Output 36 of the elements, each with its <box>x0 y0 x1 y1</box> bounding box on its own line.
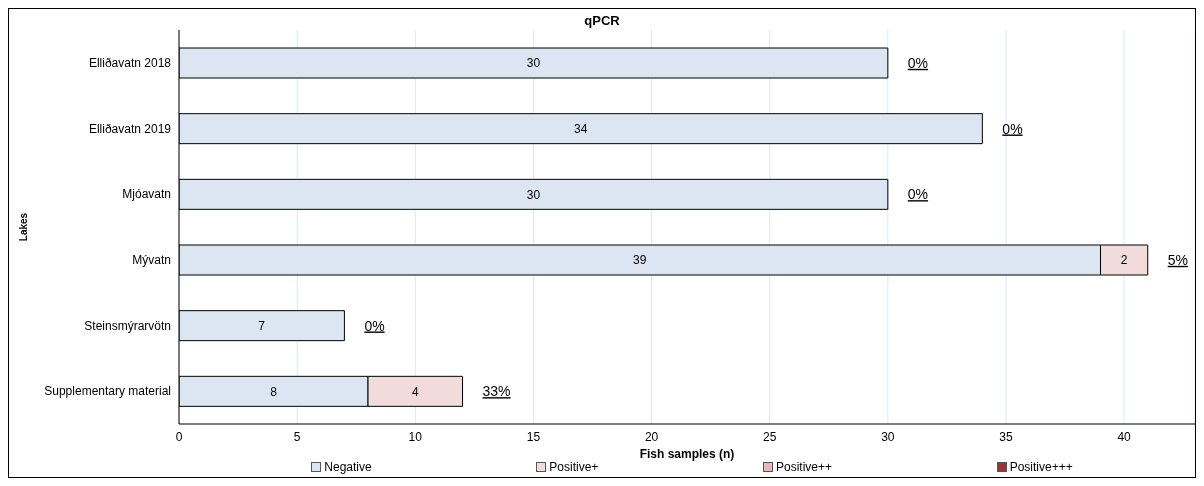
data-label: 30 <box>526 56 541 71</box>
data-label: 39 <box>633 253 647 268</box>
annotation: 0% <box>907 186 929 203</box>
data-label: 34 <box>573 121 588 136</box>
y-tick-label: Steinsmýrarvötn <box>84 318 171 333</box>
y-tick-label: Supplementary material <box>44 384 171 399</box>
y-tick-label: Mývatn <box>132 253 171 268</box>
data-label: 8 <box>270 384 278 399</box>
x-tick-label: 20 <box>644 429 659 444</box>
annotation: 33% <box>482 383 511 400</box>
annotation: 0% <box>907 54 929 71</box>
y-tick-label: Elliðavatn 2019 <box>88 121 172 136</box>
legend-label: Negative <box>323 460 372 474</box>
legend-label: Positive++ <box>774 460 833 474</box>
annotation: 5% <box>1167 251 1188 268</box>
y-tick-label: Elliðavatn 2018 <box>88 56 172 71</box>
chart-title: qPCR <box>583 13 621 28</box>
x-tick-label: 30 <box>881 429 895 444</box>
x-tick-label: 15 <box>526 429 541 444</box>
data-label: 2 <box>1120 253 1128 268</box>
y-tick-label: Mjóavatn <box>122 187 171 202</box>
x-tick-label: 10 <box>408 429 423 444</box>
y-axis-title: Lakes <box>17 212 29 242</box>
x-tick-label: 0 <box>175 429 183 444</box>
annotation: 0% <box>1002 120 1023 137</box>
x-tick-label: 25 <box>763 429 777 444</box>
x-axis-title: Fish samples (n) <box>639 447 735 461</box>
data-label: 4 <box>411 384 419 399</box>
legend-label: Positive+ <box>548 460 599 474</box>
data-label: 30 <box>526 187 541 202</box>
x-tick-label: 35 <box>999 429 1013 444</box>
x-tick-label: 40 <box>1117 429 1132 444</box>
data-label: 7 <box>258 318 266 333</box>
x-tick-label: 5 <box>293 429 301 444</box>
annotation: 0% <box>364 317 385 334</box>
legend-label: Positive+++ <box>1008 460 1073 474</box>
